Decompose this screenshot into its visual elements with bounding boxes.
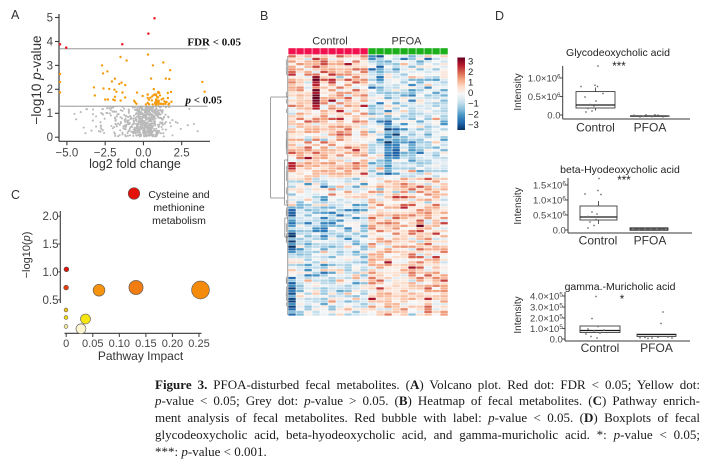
svg-text:gamma.-Muricholic acid: gamma.-Muricholic acid: [565, 281, 676, 293]
svg-text:2: 2: [47, 84, 53, 96]
svg-text:0.5: 0.5: [43, 295, 59, 307]
svg-text:1.5: 1.5: [43, 239, 59, 251]
svg-text:0: 0: [63, 338, 69, 350]
svg-text:Intensity: Intensity: [513, 296, 524, 333]
svg-text:Cysteine and: Cysteine and: [148, 189, 209, 201]
svg-text:−log10(p): −log10(p): [21, 232, 33, 279]
svg-text:Control: Control: [576, 121, 615, 135]
svg-text:0.5×106: 0.5×106: [533, 210, 566, 221]
svg-text:2: 2: [468, 67, 473, 78]
svg-text:PFOA: PFOA: [392, 36, 423, 48]
svg-text:1.0: 1.0: [43, 267, 59, 279]
svg-text:−log10 p-value: −log10 p-value: [29, 36, 44, 125]
svg-text:B: B: [260, 9, 268, 23]
svg-text:metabolism: metabolism: [152, 215, 206, 227]
svg-text:methionine: methionine: [153, 202, 205, 214]
svg-text:0: 0: [47, 132, 53, 144]
svg-text:PFOA: PFOA: [634, 234, 667, 248]
svg-text:0.0: 0.0: [135, 148, 151, 160]
svg-text:0.0: 0.0: [550, 334, 563, 345]
svg-text:log2 fold change: log2 fold change: [89, 157, 181, 171]
svg-text:0: 0: [468, 88, 473, 99]
svg-text:p < 0.05: p < 0.05: [184, 94, 222, 106]
svg-text:0.0: 0.0: [553, 225, 566, 236]
svg-text:4: 4: [47, 36, 54, 48]
svg-text:beta-Hyodeoxycholic acid: beta-Hyodeoxycholic acid: [560, 164, 680, 176]
svg-text:−3: −3: [468, 120, 479, 131]
svg-text:0.5×106: 0.5×106: [528, 92, 561, 103]
svg-text:0.25: 0.25: [188, 338, 209, 350]
svg-text:1: 1: [468, 78, 473, 89]
svg-text:A: A: [11, 8, 20, 22]
svg-text:Control: Control: [312, 36, 347, 48]
svg-text:5: 5: [47, 12, 53, 24]
svg-text:C: C: [11, 188, 20, 202]
svg-text:FDR < 0.05: FDR < 0.05: [187, 37, 241, 49]
svg-text:0.0: 0.0: [547, 110, 560, 121]
svg-text:2.0×105: 2.0×105: [530, 313, 563, 324]
svg-text:PFOA: PFOA: [640, 341, 673, 355]
svg-text:4.0×105: 4.0×105: [530, 291, 563, 302]
svg-text:*: *: [620, 294, 625, 306]
svg-text:3: 3: [468, 56, 473, 67]
svg-text:PFOA: PFOA: [634, 121, 667, 135]
svg-text:−1: −1: [468, 99, 479, 110]
svg-text:Control: Control: [579, 234, 618, 248]
svg-text:0.10: 0.10: [109, 338, 130, 350]
svg-text:Intensity: Intensity: [513, 73, 524, 110]
svg-text:***: ***: [617, 175, 631, 187]
svg-text:1.0×105: 1.0×105: [530, 324, 563, 335]
svg-text:0.15: 0.15: [135, 338, 156, 350]
svg-text:3.0×105: 3.0×105: [530, 302, 563, 313]
svg-text:−5.0: −5.0: [56, 148, 79, 160]
svg-text:1.5×106: 1.5×106: [533, 180, 566, 191]
svg-text:Glycodeoxycholic acid: Glycodeoxycholic acid: [566, 47, 670, 59]
svg-text:−2.5: −2.5: [94, 148, 117, 160]
svg-text:2.5: 2.5: [174, 148, 190, 160]
svg-text:−2: −2: [468, 109, 479, 120]
svg-text:1: 1: [47, 108, 53, 120]
svg-text:Intensity: Intensity: [513, 187, 524, 224]
svg-text:***: ***: [612, 61, 626, 73]
svg-text:3: 3: [47, 60, 53, 72]
svg-text:0.05: 0.05: [82, 338, 103, 350]
svg-text:1.0×106: 1.0×106: [533, 195, 566, 206]
svg-text:Control: Control: [581, 341, 620, 355]
svg-text:D: D: [495, 9, 504, 23]
svg-text:2.0: 2.0: [43, 211, 59, 223]
svg-text:0.20: 0.20: [162, 338, 183, 350]
svg-text:Pathway Impact: Pathway Impact: [98, 349, 184, 363]
svg-text:1.0×106: 1.0×106: [528, 73, 561, 84]
